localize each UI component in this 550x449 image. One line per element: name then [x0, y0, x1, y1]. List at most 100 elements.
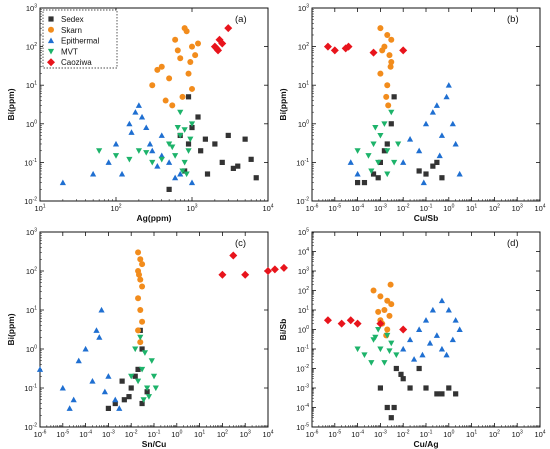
y-tick-label: 10-5 — [296, 423, 309, 433]
data-point-sedex — [166, 186, 172, 192]
data-point-skarn — [177, 55, 184, 62]
data-point-epithermal — [400, 159, 407, 165]
data-point-sedex — [375, 175, 381, 181]
x-tick-label: 102 — [489, 204, 500, 214]
series-sedex — [355, 94, 445, 186]
data-point-epithermal — [443, 351, 450, 358]
data-point-mvt — [185, 148, 192, 154]
x-tick-label: 104 — [262, 430, 273, 440]
data-point-mvt — [166, 141, 173, 148]
data-point-mvt — [144, 385, 151, 392]
data-point-skarn — [169, 102, 176, 109]
y-tick-label: 101 — [26, 81, 37, 91]
data-point-epithermal — [449, 120, 456, 127]
y-tick-label: 10-3 — [296, 384, 309, 394]
data-point-skarn — [166, 75, 173, 82]
legend-label-sedex: Sedex — [61, 15, 84, 24]
x-tick-label: 102 — [217, 430, 228, 440]
data-point-epithermal — [89, 378, 96, 384]
data-point-epithermal — [82, 345, 89, 352]
data-point-caoziwa — [344, 42, 353, 51]
data-point-mvt — [384, 332, 391, 339]
data-point-epithermal — [177, 170, 184, 177]
data-point-epithermal — [410, 356, 418, 362]
data-point-sedex — [398, 371, 404, 377]
legend-marker-epithermal — [47, 37, 55, 44]
data-point-mvt — [177, 109, 184, 116]
y-axis-label: Bi(ppm) — [6, 313, 16, 345]
data-point-skarn — [384, 297, 391, 304]
data-point-mvt — [384, 148, 391, 154]
data-point-epithermal — [105, 373, 112, 379]
data-point-epithermal — [118, 170, 126, 177]
data-point-sedex — [235, 163, 241, 169]
data-point-caoziwa — [241, 270, 250, 279]
data-point-sedex — [126, 394, 132, 400]
x-tick-label: 10-5 — [56, 430, 69, 440]
x-tick-label: 102 — [110, 204, 121, 214]
data-point-caoziwa — [369, 48, 378, 57]
data-point-epithermal — [433, 332, 440, 338]
data-point-skarn — [139, 318, 146, 325]
y-axis-label: Bi(ppm) — [6, 88, 16, 120]
chart-panel-2: 10-6 10-5 10-4 10-3 10-2 10-1 100 101 102 103 104 1… — [278, 4, 546, 224]
data-point-epithermal — [172, 174, 179, 181]
data-point-sedex — [384, 141, 390, 147]
data-point-skarn — [385, 102, 392, 109]
data-point-skarn — [388, 301, 395, 308]
data-point-sedex — [112, 400, 118, 407]
x-axis-label: Sn/Cu — [142, 439, 167, 449]
data-point-mvt — [361, 352, 368, 358]
data-point-mvt — [134, 378, 142, 385]
data-point-epithermal — [400, 345, 407, 352]
x-axis-label: Cu/Sb — [414, 213, 439, 223]
y-axis-label: Bi(ppm) — [278, 88, 288, 120]
data-point-epithermal — [105, 159, 112, 165]
data-point-sedex — [185, 141, 192, 147]
y-tick-label: 10-1 — [24, 158, 37, 168]
data-point-skarn — [139, 283, 146, 290]
data-point-sedex — [388, 415, 394, 421]
data-point-caoziwa — [224, 24, 233, 33]
data-point-skarn — [386, 52, 393, 59]
data-point-epithermal — [98, 306, 105, 313]
data-point-skarn — [384, 82, 391, 89]
y-tick-label: 101 — [298, 81, 309, 91]
data-point-mvt — [141, 350, 149, 356]
series-epithermal — [36, 306, 123, 411]
y-tick-label: 104 — [298, 247, 309, 257]
series-caoziwa — [218, 251, 288, 279]
data-point-epithermal — [456, 326, 463, 332]
data-point-mvt — [181, 159, 188, 166]
data-point-epithermal — [126, 120, 133, 127]
series-mvt — [354, 327, 400, 366]
y-tick-label: 10-1 — [24, 384, 37, 394]
data-point-epithermal — [66, 405, 73, 411]
panel-label: (a) — [235, 14, 247, 25]
data-point-caoziwa — [330, 46, 339, 55]
y-tick-label: 100 — [298, 119, 309, 129]
series-mvt — [128, 334, 159, 403]
data-point-mvt — [148, 358, 155, 364]
data-point-skarn — [195, 40, 202, 47]
data-point-sedex — [384, 404, 390, 411]
data-point-sedex — [423, 171, 429, 177]
data-point-caoziwa — [337, 319, 346, 328]
data-point-sedex — [248, 156, 254, 162]
panel-label: (b) — [507, 14, 519, 25]
panel-label: (c) — [235, 238, 246, 249]
x-tick-label: 10-6 — [306, 204, 319, 214]
data-point-skarn — [388, 58, 395, 65]
data-point-epithermal — [149, 147, 156, 154]
data-point-mvt — [354, 346, 361, 353]
y-tick-label: 10-2 — [24, 423, 37, 433]
data-point-skarn — [135, 249, 142, 256]
y-tick-label: 100 — [298, 325, 309, 335]
series-caoziwa — [210, 24, 233, 55]
data-point-skarn — [137, 339, 144, 346]
data-point-skarn — [377, 70, 384, 77]
data-point-epithermal — [138, 113, 146, 120]
series-skarn — [149, 25, 202, 109]
data-point-sedex — [370, 171, 377, 177]
data-point-mvt — [126, 156, 133, 163]
